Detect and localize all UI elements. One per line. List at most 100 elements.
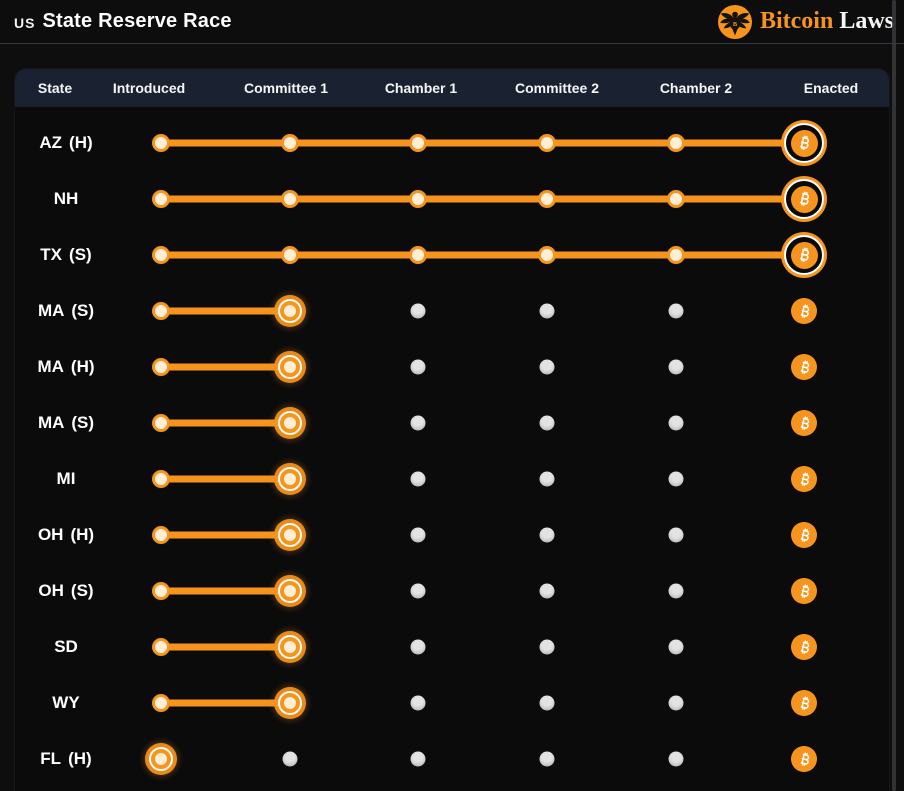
stage-dot-chamber-1 <box>410 527 426 543</box>
enacted-badge-pending <box>791 298 817 324</box>
enacted-badge-reached <box>781 232 827 278</box>
page-scrollbar[interactable] <box>892 0 896 791</box>
stage-dot-chamber-2 <box>668 415 684 431</box>
chamber-tag: (H) <box>70 357 95 376</box>
enacted-badge-pending <box>791 354 817 380</box>
bitcoin-coin-icon <box>790 185 818 213</box>
stage-dot-chamber-2 <box>668 527 684 543</box>
state-label: MA (S) <box>15 395 117 451</box>
state-code: FL <box>40 749 62 768</box>
progress-line <box>161 587 290 595</box>
column-header-chamber-1: Chamber 1 <box>384 80 458 96</box>
stage-dot-committee-2 <box>538 190 556 208</box>
stage-dot-chamber-1 <box>409 134 427 152</box>
state-code: MA <box>37 301 65 320</box>
state-label: NH <box>15 171 117 227</box>
stage-dot-committee-1 <box>281 134 299 152</box>
state-row-ma: MA (S) <box>15 395 889 451</box>
bitcoin-coin-icon <box>791 354 817 380</box>
stage-dot-chamber-2 <box>668 583 684 599</box>
bitcoin-symbol-icon <box>799 247 810 262</box>
progress-line <box>161 531 290 539</box>
state-code: NH <box>53 189 79 208</box>
state-label: WY <box>15 675 117 731</box>
stage-dot-chamber-2 <box>668 359 684 375</box>
stage-dot-committee-1 <box>280 413 300 433</box>
us-flag-icon: US <box>14 14 36 31</box>
stage-dot-chamber-2 <box>667 246 685 264</box>
stage-dot-chamber-2 <box>668 303 684 319</box>
bitcoin-coin-icon <box>790 241 818 269</box>
enacted-badge-reached <box>781 176 827 222</box>
stage-dot-chamber-2 <box>668 639 684 655</box>
enacted-badge-pending <box>791 522 817 548</box>
state-code: TX <box>40 245 63 264</box>
stage-dot-committee-2 <box>539 303 555 319</box>
stage-dot-introduced <box>152 246 170 264</box>
state-row-wy: WY <box>15 675 889 731</box>
stage-dot-chamber-1 <box>410 639 426 655</box>
stage-dot-committee-1 <box>280 357 300 377</box>
stage-dot-committee-2 <box>539 359 555 375</box>
stage-dot-committee-2 <box>538 246 556 264</box>
state-row-az: AZ (H) <box>15 115 889 171</box>
bitcoin-symbol-icon <box>799 191 810 206</box>
stage-dot-committee-1 <box>280 525 300 545</box>
stage-dot-introduced <box>152 358 170 376</box>
badge-ring <box>784 235 824 275</box>
state-code: OH <box>38 581 64 600</box>
stage-dot-chamber-1 <box>410 583 426 599</box>
enacted-badge-reached <box>781 120 827 166</box>
stage-dot-introduced <box>152 190 170 208</box>
progress-line <box>161 251 804 259</box>
state-code: MA <box>37 357 64 376</box>
stage-dot-introduced <box>151 749 171 769</box>
bitcoin-badge-icon <box>781 232 827 278</box>
page-title: State Reserve Race <box>42 10 232 32</box>
stage-dot-committee-2 <box>539 471 555 487</box>
progress-line <box>161 363 290 371</box>
enacted-badge-pending <box>791 578 817 604</box>
brand-word-laws: Laws <box>839 8 894 34</box>
stage-dot-chamber-2 <box>668 471 684 487</box>
chamber-tag: (S) <box>71 301 95 320</box>
badge-ring <box>784 123 824 163</box>
stage-dot-committee-2 <box>539 527 555 543</box>
bitcoin-symbol-icon <box>800 416 809 430</box>
stage-dot-committee-1 <box>281 190 299 208</box>
chamber-tag: (H) <box>70 525 95 544</box>
stage-dot-committee-2 <box>538 134 556 152</box>
bitcoin-coin-icon <box>791 298 817 324</box>
bitcoin-coin-icon <box>791 410 817 436</box>
page-title-group: US State Reserve Race <box>14 10 232 33</box>
page-header: US State Reserve Race B Bitcoin Laws <box>0 0 904 44</box>
tracker-card: State Introduced Committee 1 Chamber 1 Commi… <box>14 68 890 791</box>
chamber-tag: (S) <box>70 581 94 600</box>
stage-dot-committee-1 <box>282 751 298 767</box>
stage-dot-chamber-2 <box>667 190 685 208</box>
brand-word-bitcoin: Bitcoin <box>759 8 834 34</box>
brand-wordmark: Bitcoin Laws <box>760 8 894 35</box>
column-header-committee-1: Committee 1 <box>243 80 329 96</box>
progress-line <box>161 643 290 651</box>
stage-dot-committee-1 <box>280 469 300 489</box>
stage-dot-chamber-1 <box>410 695 426 711</box>
state-row-nh: NH <box>15 171 889 227</box>
progress-line <box>161 307 290 315</box>
stage-dot-chamber-2 <box>667 134 685 152</box>
bitcoin-symbol-icon <box>800 472 809 486</box>
brand-logo[interactable]: B Bitcoin Laws <box>717 4 894 39</box>
stage-dot-introduced <box>152 470 170 488</box>
stage-dot-chamber-1 <box>410 303 426 319</box>
stage-dot-chamber-1 <box>410 751 426 767</box>
state-row-fl: FL (H) <box>15 731 889 787</box>
enacted-badge-pending <box>791 634 817 660</box>
state-label: OH (S) <box>15 563 117 619</box>
chamber-tag: (H) <box>69 133 93 152</box>
state-label: SD <box>15 619 117 675</box>
svg-text:B: B <box>733 20 738 27</box>
stage-dot-introduced <box>152 134 170 152</box>
stage-dot-committee-2 <box>539 695 555 711</box>
bitcoin-coin-icon <box>791 690 817 716</box>
eagle-seal-icon: B <box>717 4 752 39</box>
